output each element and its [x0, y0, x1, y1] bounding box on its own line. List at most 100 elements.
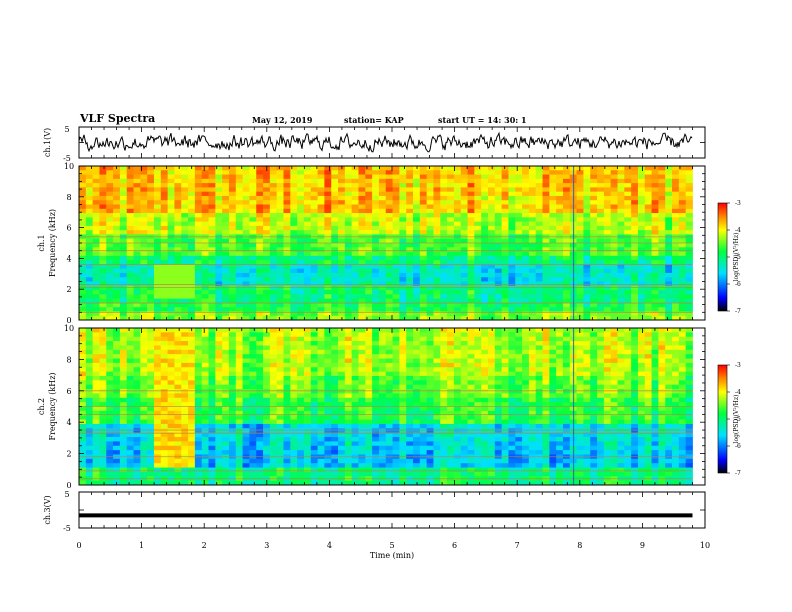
spectrogram-cell: [181, 285, 189, 291]
spectrogram-cell: [242, 272, 250, 278]
spectrogram-cell: [453, 217, 462, 223]
spectrogram-cell: [453, 367, 462, 373]
spectrogram-cell: [562, 204, 571, 210]
spectrogram-cell: [528, 281, 537, 287]
spectrogram-cell: [256, 187, 264, 193]
spectrogram-cell: [160, 371, 169, 377]
spectrogram-cell: [583, 367, 591, 373]
spectrogram-cell: [556, 272, 564, 278]
spectrogram-cell: [583, 302, 591, 308]
spectrogram-cell: [222, 174, 230, 180]
spectrogram-cell: [658, 200, 666, 205]
spectrogram-cell: [133, 294, 141, 300]
spectrogram-cell: [590, 328, 598, 333]
spectrogram-cell: [119, 298, 128, 304]
spectrogram-cell: [419, 268, 428, 274]
spectrogram-cell: [419, 389, 428, 394]
spectrogram-cell: [344, 332, 353, 338]
spectrogram-cell: [181, 178, 189, 184]
spectrogram-cell: [92, 170, 100, 175]
spectrogram-cell: [494, 406, 503, 412]
spectrogram-cell: [317, 406, 325, 412]
spectrogram-cell: [106, 328, 114, 333]
spectrogram-cell: [331, 336, 339, 342]
spectrogram-cell: [467, 221, 475, 227]
spectrogram-cell: [419, 251, 428, 257]
spectrogram-cell: [447, 349, 455, 355]
spectrogram-cell: [583, 204, 591, 210]
spectrogram-cell: [678, 251, 687, 257]
spectrogram-cell: [508, 349, 516, 355]
spectrogram-cell: [358, 281, 366, 287]
spectrogram-cell: [562, 195, 571, 201]
spectrogram-cell: [522, 247, 530, 252]
spectrogram-cell: [474, 213, 482, 218]
spectrogram-cell: [235, 315, 243, 321]
spectrogram-cell: [522, 307, 530, 312]
spectrogram-cell: [481, 349, 489, 355]
spectrogram-cell: [276, 307, 284, 312]
spectrogram-cell: [678, 380, 687, 386]
spectrogram-cell: [79, 281, 87, 287]
spectrogram-cell: [678, 238, 687, 244]
spectrogram-cell: [501, 384, 509, 390]
spectrogram-cell: [242, 217, 250, 223]
spectrogram-cell: [426, 200, 434, 205]
spectrogram-cell: [85, 371, 94, 377]
spectrogram-cell: [583, 354, 591, 359]
spectrogram-cell: [85, 174, 94, 180]
spectrogram-cell: [610, 243, 618, 248]
spectrogram-cell: [85, 315, 94, 321]
spectrogram-cell: [351, 311, 359, 317]
spectrogram-cell: [508, 260, 516, 265]
spectrogram-cell: [113, 362, 121, 368]
spectrogram-cell: [133, 302, 141, 308]
spectrogram-cell: [201, 243, 209, 248]
spectrogram-cell: [85, 375, 94, 381]
spectrogram-cell: [317, 336, 325, 342]
spectrogram-cell: [174, 221, 182, 227]
spectrogram-cell: [460, 260, 468, 265]
spectrogram-cell: [344, 397, 353, 403]
spectrogram-cell: [487, 277, 496, 282]
spectrogram-cell: [413, 393, 421, 399]
spectrogram-cell: [147, 251, 155, 257]
spectrogram-cell: [160, 225, 169, 231]
spectrogram-cell: [344, 380, 353, 386]
spectrogram-cell: [188, 389, 196, 394]
spectrogram-cell: [665, 307, 673, 312]
spectrogram-cell: [617, 243, 625, 248]
spectrogram-cell: [406, 349, 414, 355]
spectrogram-cell: [603, 247, 612, 252]
spectrogram-cell: [624, 389, 632, 394]
spectrogram-cell: [644, 166, 652, 171]
spectrogram-cell: [494, 294, 503, 300]
spectrogram-cell: [338, 406, 346, 412]
spectrogram-cell: [665, 375, 673, 381]
spectrogram-cell: [358, 328, 366, 333]
spectrogram-cell: [92, 345, 100, 351]
spectrogram-cell: [242, 204, 250, 210]
spectrogram-cell: [92, 406, 100, 412]
spectrogram-cell: [297, 307, 305, 312]
spectrogram-cell: [263, 375, 271, 381]
spectrogram-cell: [494, 311, 503, 317]
spectrogram-cell: [113, 230, 121, 235]
spectrogram-cell: [331, 354, 339, 359]
spectrogram-cell: [562, 294, 571, 300]
spectrogram-cell: [399, 328, 407, 333]
spectrogram-cell: [447, 354, 455, 359]
spectrogram-cell: [79, 290, 87, 295]
spectrogram-cell: [576, 221, 584, 227]
spectrogram-cell: [631, 302, 639, 308]
spectrogram-cell: [433, 375, 441, 381]
spectrogram-cell: [365, 213, 373, 218]
spectrogram-cell: [672, 195, 680, 201]
spectrogram-cell: [631, 307, 639, 312]
spectrogram-cell: [637, 170, 646, 175]
spectrogram-cell: [344, 362, 353, 368]
spectrogram-cell: [542, 332, 550, 338]
spectrogram-cell: [487, 358, 496, 364]
spectrogram-cell: [399, 166, 407, 171]
spectrogram-cell: [317, 358, 325, 364]
